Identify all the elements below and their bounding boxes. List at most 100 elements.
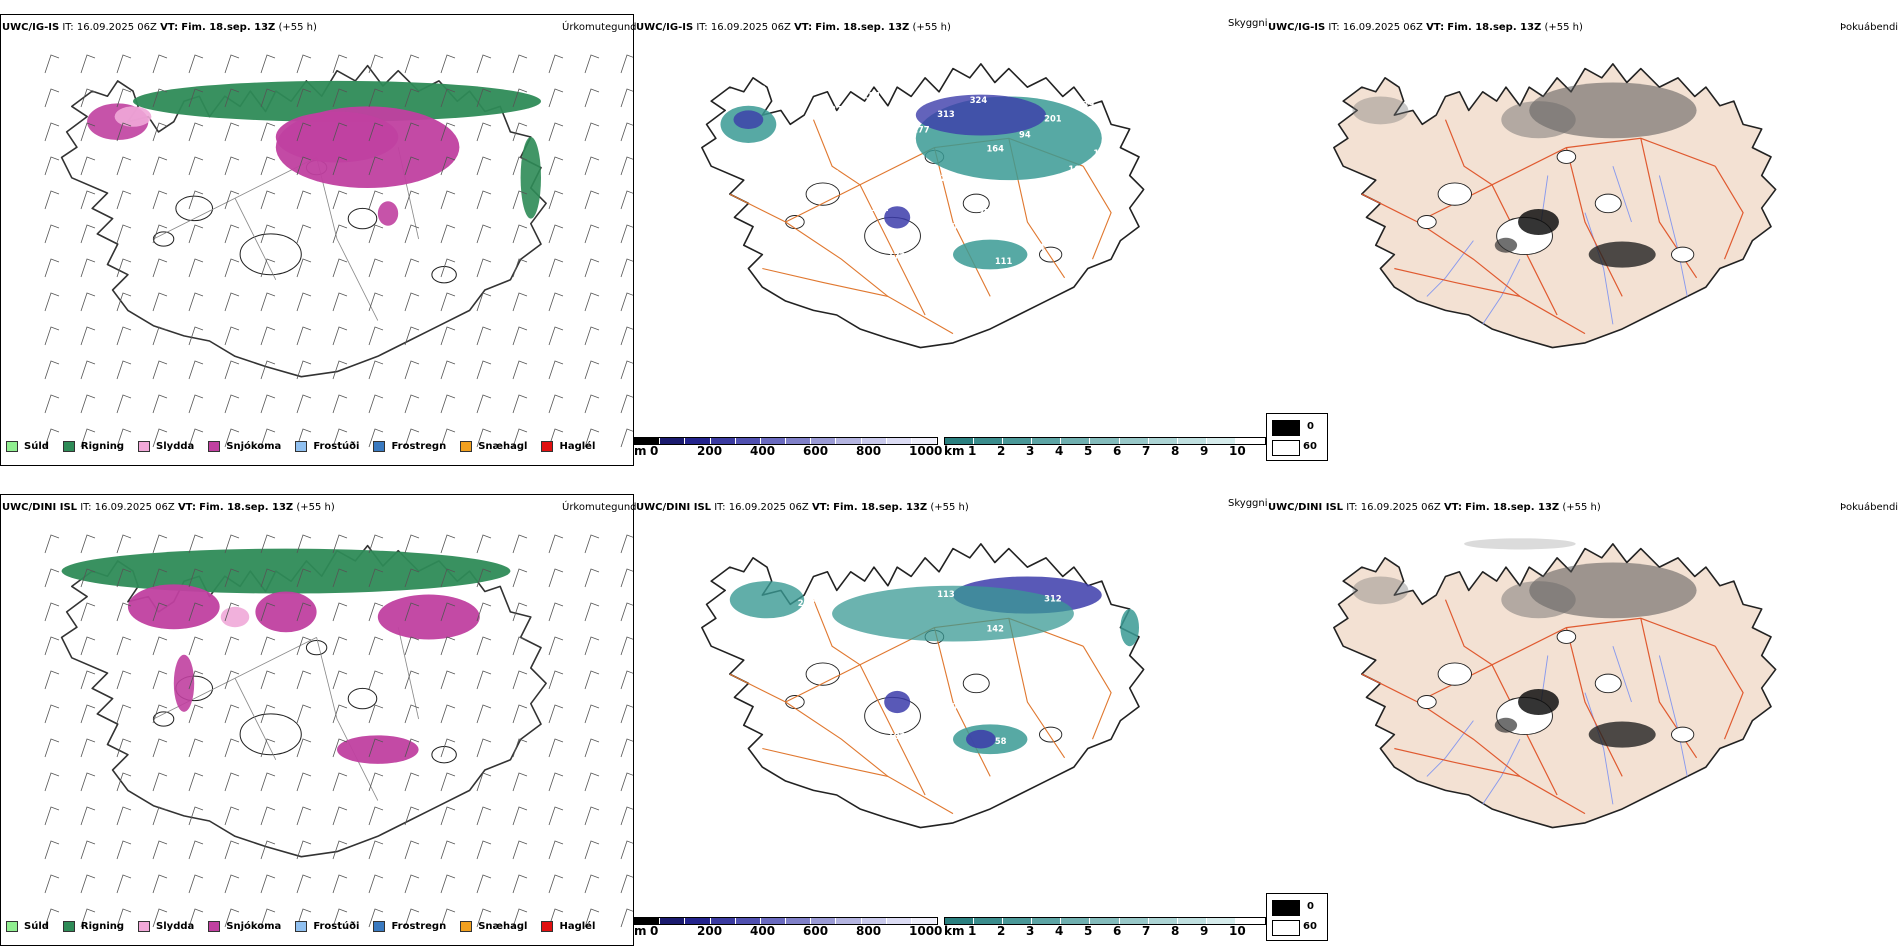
precip-legend-row2: Súld Rigning Slydda Snjókoma Frostúði Frostre…	[6, 921, 609, 932]
wind-barb	[44, 704, 60, 724]
colorbar-tick: 4	[1055, 444, 1064, 458]
road-line	[1082, 165, 1112, 260]
cloudbase-value-label: 474	[1027, 242, 1045, 252]
cloudbase-value-label: 158	[1036, 178, 1054, 188]
road-line	[1565, 147, 1623, 297]
colorbar-cell	[911, 918, 938, 924]
legend-label: Súld	[24, 921, 49, 932]
visibility-colorbar-unit-row2: km	[944, 924, 965, 938]
wind-barb	[404, 602, 420, 622]
legend-swatch	[541, 441, 554, 452]
snow-area	[275, 111, 399, 163]
wind-barb	[80, 394, 96, 414]
fog-colorbar-row2: 0 60	[1266, 893, 1328, 941]
road-line	[859, 664, 926, 796]
wind-barb	[332, 428, 348, 448]
wind-barb	[152, 258, 168, 278]
wind-barb	[584, 772, 600, 792]
wind-barb	[620, 360, 633, 380]
wind-barb	[296, 326, 312, 346]
colorbar-cell	[760, 918, 787, 924]
wind-barb	[116, 568, 132, 588]
iceland-landmass: 11 208 10 110 102 58 312 349 56 144 103 113 142 90 147…	[701, 543, 1145, 829]
road-line	[762, 747, 889, 777]
fog-swatch-black-row1	[1272, 420, 1300, 436]
wind-barb	[548, 156, 564, 176]
wind-barb	[476, 772, 492, 792]
wind-barb	[296, 636, 312, 656]
fog-indicator-area	[1588, 241, 1656, 268]
wind-barb	[548, 806, 564, 826]
colorbar-cell	[1003, 918, 1033, 924]
wind-barb	[512, 360, 528, 380]
wind-barb	[332, 908, 348, 928]
visibility-colorbar-row1: km 1 2 3 4 5 6 7 8 9 10	[944, 437, 1266, 458]
wind-barb	[296, 704, 312, 724]
wind-barb	[80, 156, 96, 176]
wind-barb	[440, 840, 456, 860]
legend-label: Súld	[24, 441, 49, 452]
wind-barb	[440, 156, 456, 176]
wind-barb	[260, 772, 276, 792]
colorbar-cell	[861, 918, 887, 924]
wind-barb	[296, 394, 312, 414]
region-boundary	[397, 627, 419, 720]
legend-item: Snæhagl	[460, 441, 527, 452]
fog-indicator-area	[1501, 581, 1576, 619]
wind-barb	[332, 704, 348, 724]
colorbar-cell	[685, 918, 711, 924]
wind-barb	[80, 670, 96, 690]
cloudbase-value-label: 102	[946, 701, 964, 711]
colorbar-tick: 800	[856, 924, 882, 938]
wind-barb	[188, 326, 204, 346]
wind-barb	[152, 54, 168, 74]
colorbar-tick: 10	[1229, 924, 1246, 938]
cloudbase-value-label: 111	[995, 256, 1013, 266]
cloudbase-value-label: 169	[880, 139, 898, 149]
colorbar-tick: 3	[1026, 924, 1035, 938]
wind-barb	[476, 224, 492, 244]
wind-barb	[152, 156, 168, 176]
road-line	[1082, 645, 1112, 740]
wind-barb	[584, 670, 600, 690]
wind-barb	[620, 258, 633, 278]
fog-value-0-row1: 0	[1307, 421, 1314, 432]
wind-barb	[44, 394, 60, 414]
wind-barb	[116, 772, 132, 792]
wind-barb	[260, 156, 276, 176]
cloudbase-value-label: 201	[1044, 114, 1062, 124]
wind-barb	[404, 156, 420, 176]
wind-barb	[224, 190, 240, 210]
cloudbase-value-label: 110	[896, 667, 914, 677]
colorbar-cell	[760, 438, 787, 444]
wind-barb	[476, 156, 492, 176]
colorbar-tick: 200	[697, 444, 723, 458]
wind-barb	[44, 122, 60, 142]
cloudbase-value-label: 181	[1093, 148, 1111, 158]
wind-barb	[512, 874, 528, 894]
wind-barb	[476, 874, 492, 894]
wind-barb	[440, 874, 456, 894]
legend-swatch	[62, 921, 75, 932]
wind-barb	[116, 908, 132, 928]
wind-barb	[476, 806, 492, 826]
wind-barb	[80, 326, 96, 346]
wind-barb	[152, 394, 168, 414]
legend-label: Frostúði	[313, 921, 360, 932]
wind-barb	[188, 122, 204, 142]
wind-barb	[368, 190, 384, 210]
wind-barb	[548, 122, 564, 142]
wind-barb	[152, 704, 168, 724]
cloudbase-value-label: 256	[978, 207, 996, 217]
wind-barb	[548, 190, 564, 210]
wind-barb	[332, 394, 348, 414]
colorbar-tick: 400	[750, 924, 776, 938]
wind-barb	[152, 568, 168, 588]
fog-panel-name-row2: Þokuábendi	[1840, 502, 1899, 513]
wind-barb	[260, 88, 276, 108]
wind-barb	[80, 704, 96, 724]
wind-barb	[404, 908, 420, 928]
glacier-outline	[1556, 149, 1577, 164]
cloudbase-value-label: 113	[937, 589, 955, 599]
road-line	[812, 119, 861, 186]
